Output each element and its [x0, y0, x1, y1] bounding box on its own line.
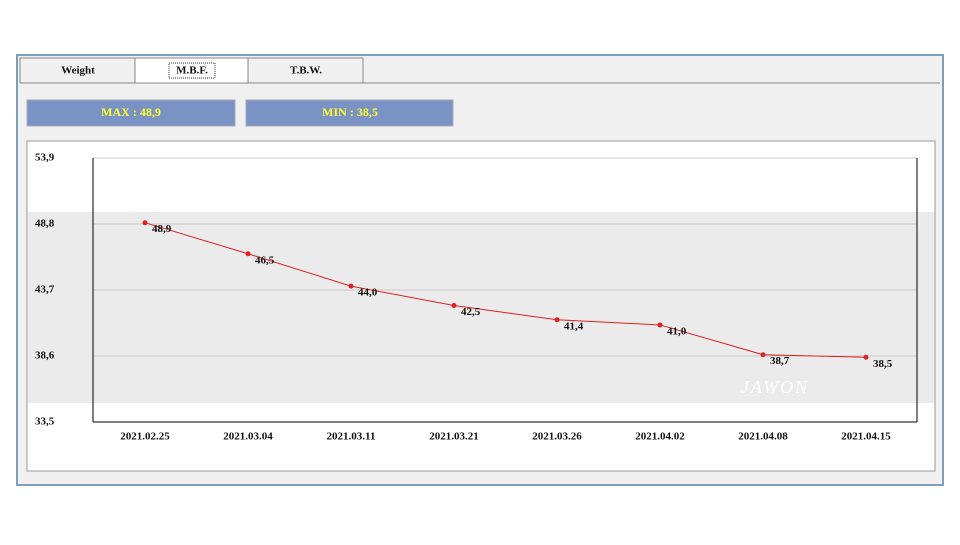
max-box — [26, 99, 236, 127]
plot: 33,5 38,6 43,7 48,8 53,9 2021.02.25 2021.03.04… — [35, 152, 918, 443]
value-label: 41,0 — [667, 325, 687, 337]
value-label: 48,9 — [152, 223, 172, 235]
max-label: MAX : 48,9 — [101, 105, 161, 119]
x-tick-label: 2021.02.25 — [120, 431, 170, 443]
y-tick-label: 43,7 — [35, 284, 55, 296]
x-tick-label: 2021.03.26 — [532, 431, 582, 443]
x-tick-label: 2021.03.04 — [223, 431, 273, 443]
min-label: MIN : 38,5 — [322, 105, 378, 119]
min-box — [245, 99, 454, 127]
y-tick-label: 33,5 — [35, 416, 55, 428]
value-label: 41,4 — [564, 320, 584, 332]
point — [348, 283, 354, 289]
tab[interactable] — [247, 57, 364, 83]
point — [760, 352, 766, 358]
x-tick-label: 2021.04.02 — [635, 431, 685, 443]
point — [142, 220, 148, 226]
focus-box — [168, 62, 216, 79]
tab-label[interactable]: Weight — [61, 65, 95, 77]
value-label: 38,5 — [873, 358, 893, 370]
line — [144, 222, 867, 358]
point — [554, 317, 560, 323]
value-label: 42,5 — [461, 306, 481, 318]
x-tick-label: 2021.03.21 — [429, 431, 479, 443]
y-tick-label: 48,8 — [35, 218, 55, 230]
tab-label[interactable]: T.B.W. — [290, 65, 322, 77]
value-label: 38,7 — [770, 355, 790, 367]
x-tick-label: 2021.04.08 — [738, 431, 788, 443]
y-tick-label: 53,9 — [35, 152, 55, 164]
x-tick-label: 2021.04.15 — [841, 431, 891, 443]
value-label: 46,5 — [255, 254, 275, 266]
watermark: JAWON — [741, 377, 809, 397]
band — [28, 212, 934, 403]
value-label: 44,0 — [358, 287, 378, 299]
point — [245, 251, 251, 257]
point — [451, 303, 457, 309]
tab-label[interactable]: M.B.F. — [176, 65, 208, 77]
x-tick-label: 2021.03.11 — [327, 431, 376, 443]
point — [657, 322, 663, 328]
point — [863, 354, 869, 360]
y-tick-label: 38,6 — [35, 350, 55, 362]
